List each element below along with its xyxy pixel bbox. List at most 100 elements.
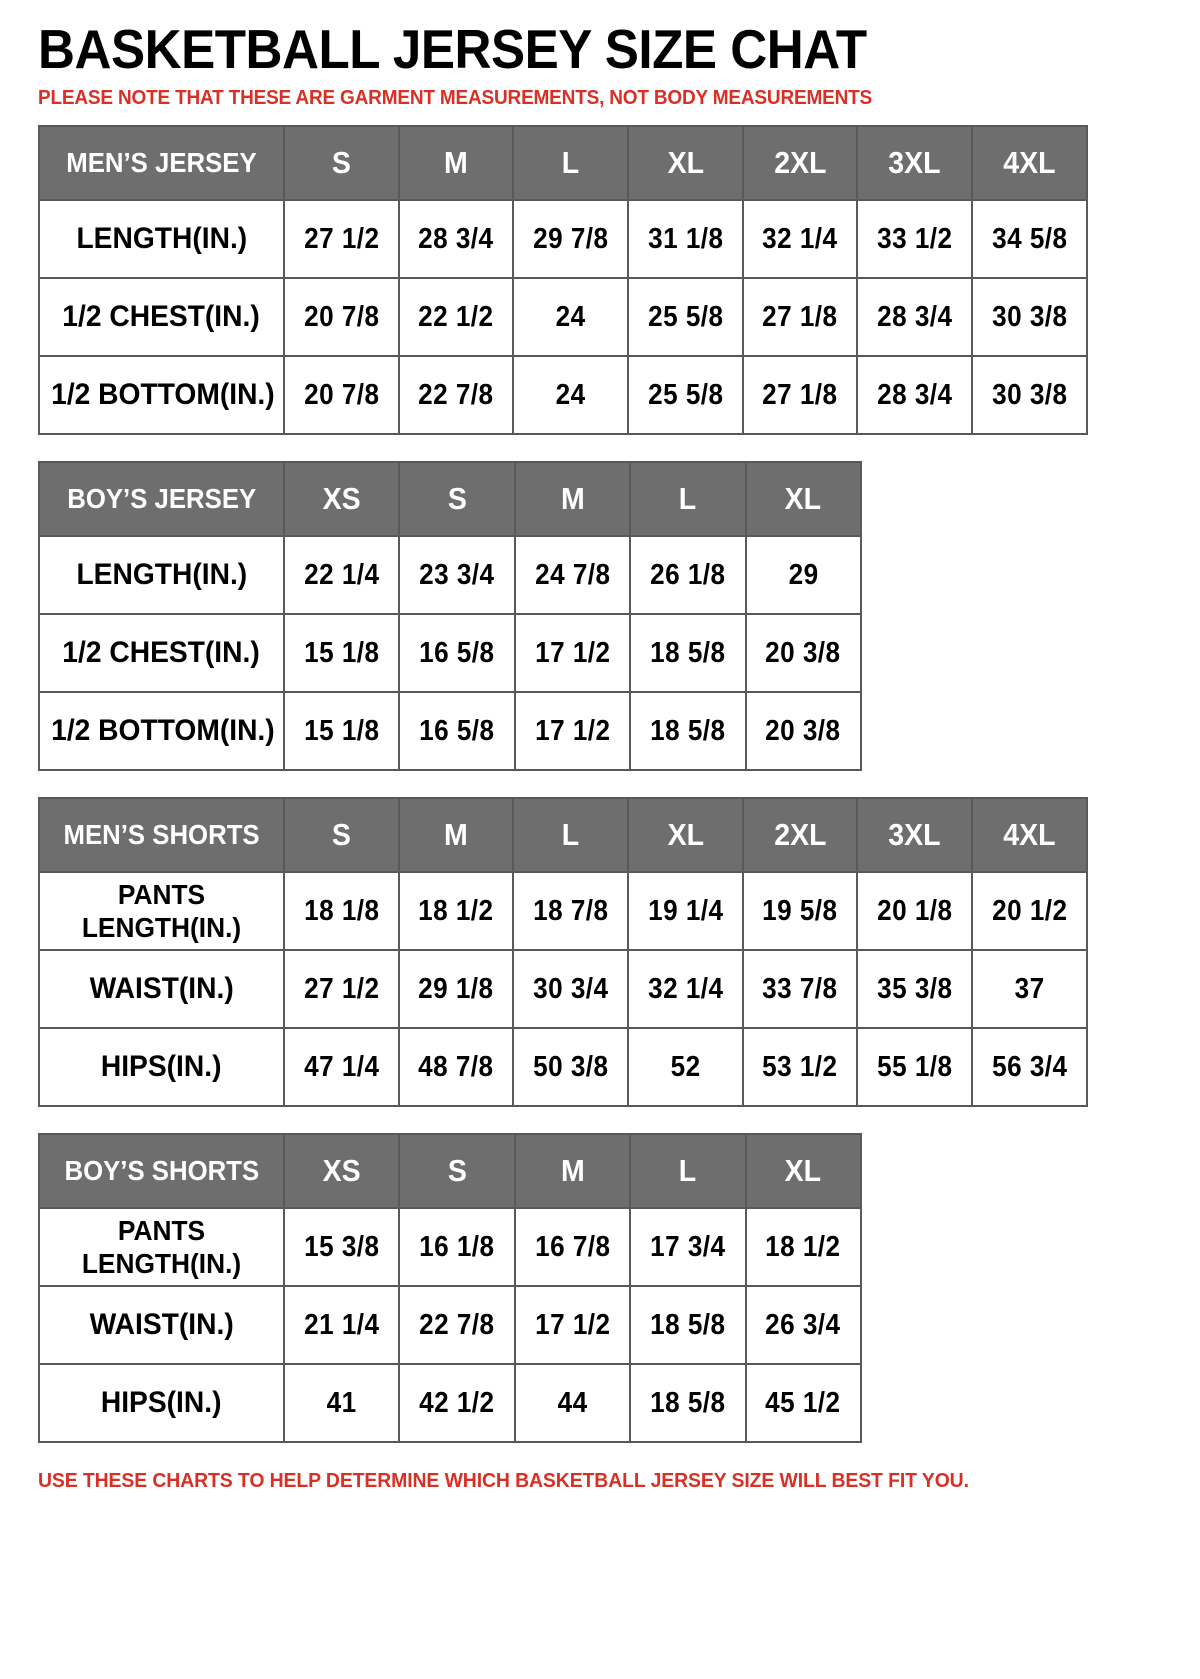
measurement-cell: 15 1/8 <box>282 613 401 693</box>
size-header-s: S <box>283 125 400 201</box>
measurement-cell: 19 1/4 <box>627 871 744 951</box>
measurement-cell: 28 3/4 <box>856 277 974 357</box>
row-label-line1: PANTS <box>117 1215 206 1246</box>
size-header-m: M <box>397 797 515 873</box>
table-header-row: BOY’S JERSEY XS S M L XL <box>38 461 862 537</box>
footer-note: USE THESE CHARTS TO HELP DETERMINE WHICH… <box>38 1470 969 1492</box>
size-header-2xl: 2XL <box>741 797 859 873</box>
measurement-cell: 20 3/8 <box>744 613 862 693</box>
row-label: LENGTH(IN.) <box>38 199 285 279</box>
measurement-cell: 21 1/4 <box>282 1285 401 1365</box>
size-header-m: M <box>397 125 515 201</box>
measurement-cell: 47 1/4 <box>283 1027 400 1107</box>
size-header-l: L <box>629 1133 747 1209</box>
table-row: LENGTH(IN.) 22 1/4 23 3/4 24 7/8 26 1/8 29 <box>38 535 862 615</box>
row-label: 1/2 BOTTOM(IN.) <box>38 355 285 435</box>
table-row: PANTS LENGTH(IN.) 15 3/8 16 1/8 16 7/8 17 3/4… <box>38 1207 862 1287</box>
measurement-cell: 23 3/4 <box>398 535 516 615</box>
row-label: WAIST(IN.) <box>38 949 285 1029</box>
row-label-line1: PANTS <box>117 879 206 910</box>
measurement-cell: 16 5/8 <box>398 613 516 693</box>
measurement-cell: 15 3/8 <box>282 1207 401 1287</box>
size-header-xl: XL <box>627 125 744 201</box>
measurement-cell: 29 1/8 <box>397 949 515 1029</box>
measurement-cell: 22 1/2 <box>397 277 515 357</box>
measurement-cell: 41 <box>282 1363 401 1443</box>
measurement-cell: 25 5/8 <box>627 355 744 435</box>
row-label-line2: LENGTH(IN.) <box>81 912 242 943</box>
measurement-cell: 20 7/8 <box>283 277 400 357</box>
measurement-cell: 18 7/8 <box>512 871 630 951</box>
measurement-cell: 29 7/8 <box>512 199 630 279</box>
measurement-cell: 33 7/8 <box>741 949 859 1029</box>
measurement-cell: 18 5/8 <box>629 1285 747 1365</box>
measurement-cell: 35 3/8 <box>856 949 974 1029</box>
measurement-cell: 24 <box>512 277 630 357</box>
measurement-cell: 17 1/2 <box>513 613 632 693</box>
size-header-s: S <box>398 1133 516 1209</box>
row-label: PANTS LENGTH(IN.) <box>38 871 285 951</box>
size-table-boys-shorts: BOY’S SHORTS XS S M L XL PANTS LENGTH(IN.) 15 3/… <box>38 1133 862 1443</box>
row-label: HIPS(IN.) <box>38 1027 285 1107</box>
measurement-cell: 25 5/8 <box>627 277 744 357</box>
size-header-4xl: 4XL <box>971 125 1088 201</box>
size-tables-container: MEN’S JERSEY S M L XL 2XL 3XL 4XL LENGTH(IN.) 27 … <box>38 125 1170 1443</box>
row-label: HIPS(IN.) <box>38 1363 285 1443</box>
measurement-cell: 27 1/2 <box>283 949 400 1029</box>
measurement-cell: 24 7/8 <box>513 535 632 615</box>
measurement-cell: 33 1/2 <box>856 199 974 279</box>
measurement-cell: 27 1/8 <box>741 277 859 357</box>
measurement-cell: 17 1/2 <box>513 1285 632 1365</box>
measurement-cell: 18 1/8 <box>283 871 400 951</box>
size-header-s: S <box>283 797 400 873</box>
row-label: 1/2 CHEST(IN.) <box>38 613 285 693</box>
measurement-cell: 29 <box>744 535 862 615</box>
row-label: LENGTH(IN.) <box>38 535 285 615</box>
measurement-cell: 18 1/2 <box>744 1207 862 1287</box>
size-header-l: L <box>629 461 747 537</box>
measurement-cell: 18 5/8 <box>629 1363 747 1443</box>
measurement-cell: 15 1/8 <box>282 691 401 771</box>
measurement-cell: 22 7/8 <box>398 1285 516 1365</box>
measurement-cell: 32 1/4 <box>741 199 859 279</box>
table-row: 1/2 CHEST(IN.) 15 1/8 16 5/8 17 1/2 18 5/8 20… <box>38 613 862 693</box>
size-header-3xl: 3XL <box>856 125 974 201</box>
table-header-row: MEN’S JERSEY S M L XL 2XL 3XL 4XL <box>38 125 1088 201</box>
measurement-cell: 42 1/2 <box>398 1363 516 1443</box>
size-table-boys-jersey: BOY’S JERSEY XS S M L XL LENGTH(IN.) 22 1/4 23 3… <box>38 461 862 771</box>
row-label-line2: LENGTH(IN.) <box>81 1248 242 1279</box>
table-header-row: BOY’S SHORTS XS S M L XL <box>38 1133 862 1209</box>
size-header-2xl: 2XL <box>741 125 859 201</box>
measurement-cell: 30 3/8 <box>971 277 1088 357</box>
table-row: 1/2 CHEST(IN.) 20 7/8 22 1/2 24 25 5/8 27 1/8… <box>38 277 1088 357</box>
category-header-boys-shorts: BOY’S SHORTS <box>38 1133 285 1209</box>
measurement-cell: 16 7/8 <box>513 1207 632 1287</box>
size-header-xl: XL <box>744 461 862 537</box>
measurement-cell: 22 7/8 <box>397 355 515 435</box>
size-header-m: M <box>513 1133 632 1209</box>
measurement-cell: 16 5/8 <box>398 691 516 771</box>
category-header-boys-jersey: BOY’S JERSEY <box>38 461 285 537</box>
category-header-mens-jersey: MEN’S JERSEY <box>38 125 285 201</box>
measurement-cell: 27 1/8 <box>741 355 859 435</box>
table-row: LENGTH(IN.) 27 1/2 28 3/4 29 7/8 31 1/8 32 1/… <box>38 199 1088 279</box>
measurement-cell: 18 5/8 <box>629 613 747 693</box>
measurement-cell: 53 1/2 <box>741 1027 859 1107</box>
measurement-cell: 28 3/4 <box>397 199 515 279</box>
table-row: HIPS(IN.) 41 42 1/2 44 18 5/8 45 1/2 <box>38 1363 862 1443</box>
measurement-cell: 20 7/8 <box>283 355 400 435</box>
measurement-cell: 30 3/8 <box>971 355 1088 435</box>
row-label: 1/2 CHEST(IN.) <box>38 277 285 357</box>
measurement-cell: 18 1/2 <box>397 871 515 951</box>
size-table-mens-shorts: MEN’S SHORTS S M L XL 2XL 3XL 4XL PANTS LENGTH(IN… <box>38 797 1088 1107</box>
measurement-cell: 34 5/8 <box>971 199 1088 279</box>
size-header-3xl: 3XL <box>856 797 974 873</box>
category-header-mens-shorts: MEN’S SHORTS <box>38 797 285 873</box>
measurement-cell: 19 5/8 <box>741 871 859 951</box>
table-row: HIPS(IN.) 47 1/4 48 7/8 50 3/8 52 53 1/2 55 1/… <box>38 1027 1088 1107</box>
measurement-cell: 16 1/8 <box>398 1207 516 1287</box>
measurement-cell: 27 1/2 <box>283 199 400 279</box>
size-header-4xl: 4XL <box>971 797 1088 873</box>
measurement-cell: 22 1/4 <box>282 535 401 615</box>
